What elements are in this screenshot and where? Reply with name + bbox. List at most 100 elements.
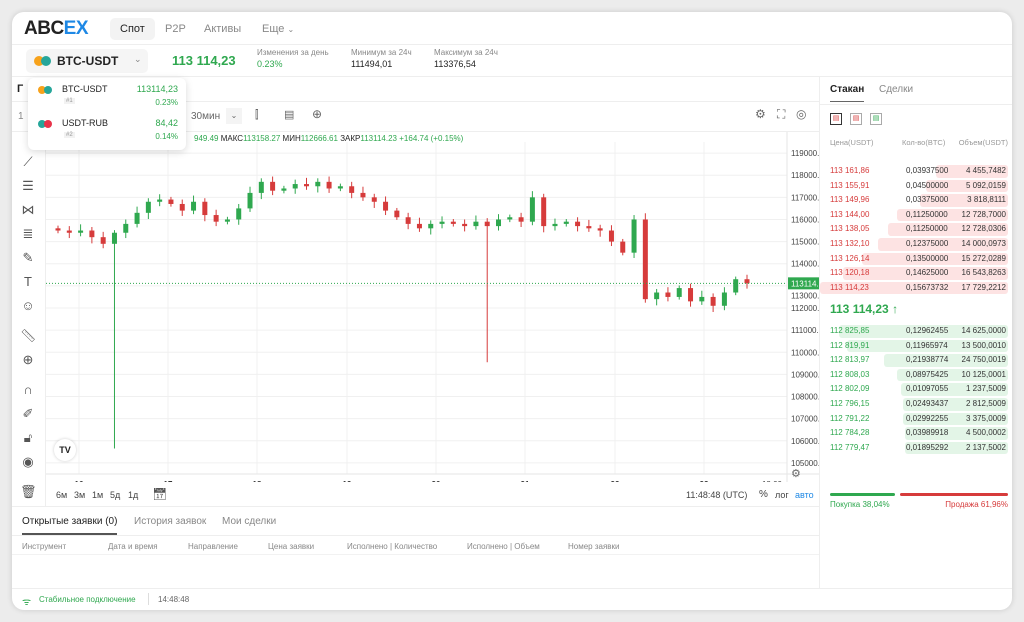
depth-bar (926, 179, 1008, 193)
magnet-icon[interactable]: ∩ (23, 382, 33, 397)
nav-p2p[interactable]: P2P (165, 23, 186, 35)
candle-body (349, 186, 355, 193)
interval-30m[interactable]: 30мин (191, 111, 221, 122)
pair-selector[interactable]: BTC-USDT ⌄ (26, 49, 148, 73)
bid-row[interactable]: 112 825,85 0,12962455 14 625,0000 (820, 324, 1012, 339)
bid-row[interactable]: 112 796,15 0,02493437 2 812,5009 (820, 397, 1012, 412)
indicators-icon[interactable]: ▤ (284, 109, 295, 121)
tab-trades[interactable]: Сделки (879, 84, 914, 95)
interval-dropdown-chevron-icon[interactable]: ⌄ (226, 108, 242, 124)
ask-row[interactable]: 113 149,96 0,03375000 3 818,8111 (820, 193, 1012, 208)
pattern-icon[interactable]: ⋈ (21, 202, 35, 217)
price-chart[interactable]: 119000.00 118000.00 117000.00 116000.00 1150… (46, 132, 819, 482)
candles-icon[interactable]: ⫿ (255, 109, 259, 121)
bid-row[interactable]: 112 819,91 0,11965974 13 500,0010 (820, 339, 1012, 354)
volume: 1 237,5009 (965, 384, 1006, 394)
bid-row[interactable]: 112 808,03 0,08975425 10 125,0001 (820, 368, 1012, 383)
range-3m[interactable]: 3м (74, 490, 86, 500)
trash-icon[interactable]: 🗑︎ (20, 484, 37, 499)
axis-settings-icon[interactable]: ⚙ (791, 468, 801, 480)
volume: 17 729,2212 (961, 282, 1007, 292)
horizontal-lines-icon[interactable]: ☰ (22, 178, 34, 193)
brush-icon[interactable]: ✎ (22, 250, 34, 265)
logo[interactable]: ABCEX (24, 18, 89, 39)
volume: 14 000,0973 (961, 239, 1007, 248)
bid-row[interactable]: 112 784,28 0,03989918 4 500,0002 (820, 426, 1012, 441)
range-6m[interactable]: 6м (56, 490, 68, 500)
trend-line-icon[interactable]: ⟋ (23, 154, 33, 169)
ask-row[interactable]: 113 114,23 0,15673732 17 729,2212 (820, 281, 1012, 296)
bid-row[interactable]: 112 779,47 0,01895292 2 137,5002 (820, 441, 1012, 456)
emoji-icon[interactable]: ☺ (21, 298, 35, 313)
utc-clock[interactable]: 11:48:48 (UTC) (686, 490, 748, 500)
view-asks-icon[interactable]: ▤ (850, 113, 862, 125)
x-tick-label: 18 (253, 480, 262, 482)
lock-icon[interactable]: 🔓︎ (23, 430, 33, 445)
ask-row[interactable]: 113 161,86 0,03937500 4 455,7482 (820, 164, 1012, 179)
eye-icon[interactable]: ◉ (22, 454, 34, 469)
interval-option[interactable]: 1 (18, 111, 24, 122)
price: 112 779,47 (830, 442, 870, 452)
ask-row[interactable]: 113 138,05 0,11250000 12 728,0306 (820, 222, 1012, 237)
lock-drawing-icon[interactable]: ✐ (22, 406, 34, 421)
price: 113 149,96 (830, 195, 870, 205)
nav-more[interactable]: Еще ⌄ (262, 23, 295, 35)
x-tick-label: 23 (700, 480, 709, 482)
ask-row[interactable]: 113 126,14 0,13500000 15 272,0289 (820, 252, 1012, 267)
candle-body (733, 279, 739, 293)
tab-my-trades[interactable]: Мои сделки (222, 516, 277, 527)
tab-order-book[interactable]: Стакан (830, 84, 865, 102)
pair-option-usdt-rub[interactable]: USDT-RUB #2 84,42 0.14% (28, 114, 186, 148)
price: 112 808,03 (830, 369, 870, 379)
pair-option-btc-usdt[interactable]: BTC-USDT #1 113114,23 0.23% (28, 80, 186, 114)
mid-price: 113 114,23 ↑ (830, 302, 898, 316)
y-tick-label: 117000.00 (791, 193, 819, 202)
connection-status: Стабильное подключение (39, 595, 136, 604)
range-1d[interactable]: 1д (128, 490, 139, 500)
depth-bar (839, 325, 1008, 338)
fullscreen-icon[interactable]: ⛶ (777, 107, 786, 121)
ask-row[interactable]: 113 144,00 0,11250000 12 728,7000 (820, 208, 1012, 223)
add-icon[interactable]: ⊕ (312, 107, 323, 121)
ask-row[interactable]: 113 132,10 0,12375000 14 000,0973 (820, 237, 1012, 252)
volume: 15 272,0289 (961, 253, 1007, 263)
candle-body (123, 223, 129, 233)
text-icon[interactable]: T (24, 274, 32, 289)
bid-row[interactable]: 112 791,22 0,02992255 3 375,0009 (820, 412, 1012, 427)
tradingview-logo[interactable]: TV (54, 439, 76, 461)
bid-row[interactable]: 112 802,09 0,01097055 1 237,5009 (820, 382, 1012, 397)
candle-body (665, 292, 671, 297)
view-bids-icon[interactable]: ▤ (870, 113, 882, 125)
zoom-in-icon[interactable]: ⊕ (22, 352, 34, 367)
nav-assets[interactable]: Активы (204, 23, 242, 35)
fib-icon[interactable]: ≣ (22, 226, 34, 241)
ask-row[interactable]: 113 155,91 0,04500000 5 092,0159 (820, 179, 1012, 194)
price: 112 802,09 (830, 384, 870, 394)
candle-body (281, 188, 287, 191)
log-scale[interactable]: лог (775, 490, 789, 500)
candle-body (78, 230, 84, 233)
tab-order-history[interactable]: История заявок (134, 516, 207, 527)
amount: 0,03937500 (906, 166, 949, 175)
buy-ratio-bar (830, 493, 896, 496)
amount: 0,21938774 (906, 355, 949, 365)
camera-icon[interactable]: ◎ (796, 107, 807, 121)
depth-bar (905, 441, 1008, 455)
volume: 14 625,0000 (961, 326, 1007, 335)
ruler-icon[interactable]: 📏︎ (20, 328, 37, 343)
column-header: Дата и время (108, 542, 158, 551)
y-tick-label: 116000.00 (791, 215, 819, 224)
nav-spot[interactable]: Спот (110, 18, 155, 40)
settings-icon[interactable]: ⚙ (755, 107, 766, 121)
ask-row[interactable]: 113 120,18 0,14625000 16 543,8263 (820, 266, 1012, 281)
candle-body (168, 199, 174, 204)
range-5d[interactable]: 5д (110, 490, 121, 500)
candle-body (270, 181, 276, 191)
calendar-icon[interactable]: 📅︎ (152, 487, 168, 501)
bid-row[interactable]: 112 813,97 0,21938774 24 750,0019 (820, 353, 1012, 368)
auto-scale[interactable]: авто (795, 490, 814, 500)
range-1m[interactable]: 1м (92, 490, 104, 500)
percent-scale[interactable]: % (759, 489, 768, 500)
tab-open-orders[interactable]: Открытые заявки (0) (22, 516, 118, 535)
view-both-icon[interactable]: ▤ (830, 113, 842, 125)
